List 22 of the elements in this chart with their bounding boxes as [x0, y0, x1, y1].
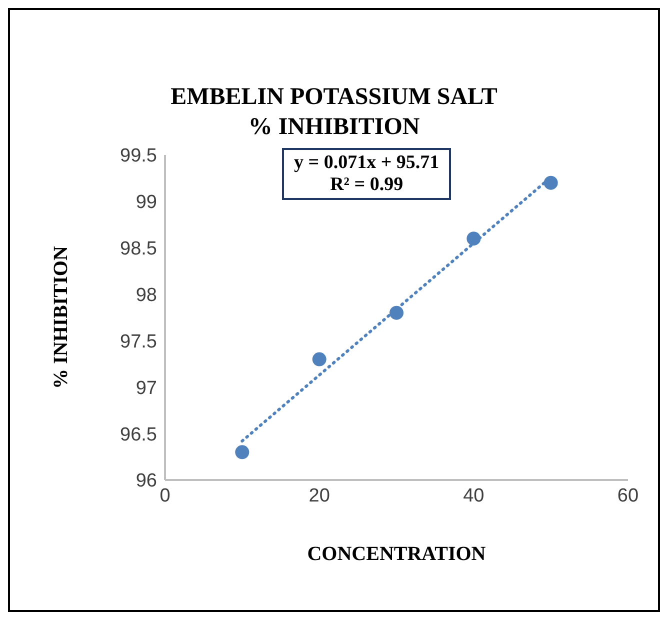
point	[390, 306, 404, 320]
point	[544, 176, 558, 190]
x-tick-label: 0	[160, 485, 170, 506]
y-axis-title: % INHIBITION	[50, 246, 72, 389]
y-tick-label: 98	[136, 285, 157, 306]
y-tick-label: 96	[136, 470, 157, 492]
y-tick-label: 96.5	[120, 424, 157, 446]
point	[312, 352, 326, 366]
x-tick-label: 60	[617, 485, 639, 506]
x-axis-title: CONCENTRATION	[307, 543, 486, 565]
chart-title: EMBELIN POTASSIUM SALT % INHIBITION	[170, 83, 498, 142]
y-tick-label: 98.5	[120, 238, 157, 260]
x-tick-label: 40	[463, 485, 484, 506]
y-tick-label: 97	[136, 378, 157, 399]
annotation: R² = 0.99	[329, 174, 404, 196]
y-tick-label: 97.5	[120, 331, 157, 352]
x-tick-label: 20	[308, 485, 330, 506]
point	[235, 445, 250, 460]
annotation: y = 0.071x + 95.71	[294, 152, 440, 174]
y-tick-label: 99.5	[120, 146, 157, 167]
y-tick-label: 99	[136, 192, 157, 214]
point	[466, 232, 481, 246]
